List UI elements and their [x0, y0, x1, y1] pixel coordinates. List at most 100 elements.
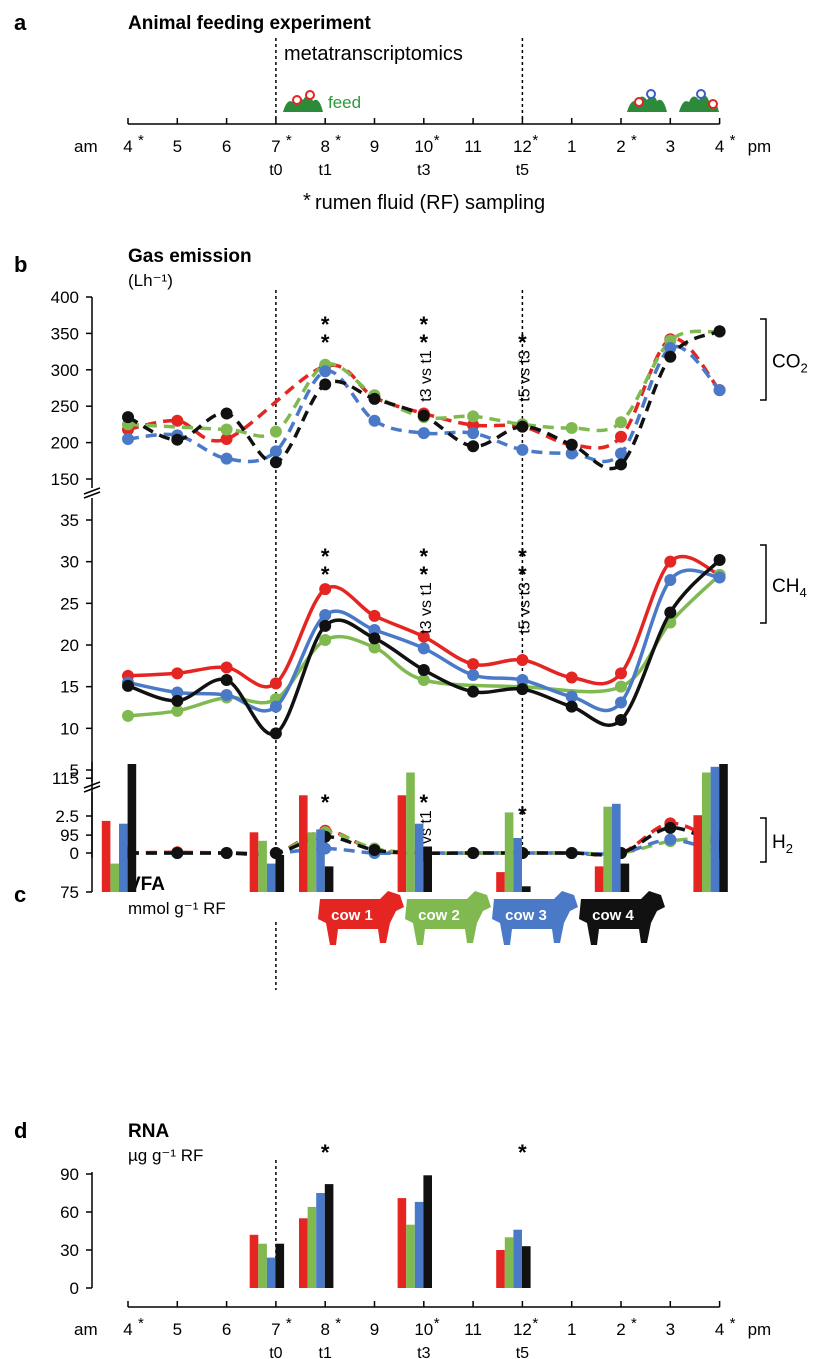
bar — [119, 823, 128, 892]
data-point — [122, 709, 134, 722]
significance-star: * — [321, 544, 330, 569]
data-point — [171, 694, 184, 707]
data-point — [220, 661, 233, 674]
data-point — [319, 365, 332, 378]
am-label: am — [74, 1320, 98, 1339]
data-point — [565, 438, 578, 451]
feed-label: feed — [328, 93, 361, 112]
y-tick-label: 15 — [60, 678, 79, 697]
data-point — [220, 847, 233, 859]
hour-tick-label: 4 — [715, 137, 724, 156]
bar — [504, 1237, 514, 1288]
vertical-guides — [275, 38, 524, 1280]
hour-tick-label: 4 — [123, 137, 132, 156]
timepoint-label: t1 — [319, 1345, 332, 1359]
data-point — [516, 654, 529, 666]
data-point — [417, 427, 430, 440]
cow-silhouette — [492, 891, 578, 945]
grass-tuft — [283, 95, 323, 112]
bar — [299, 1218, 308, 1288]
y-tick-label: 95 — [60, 826, 79, 845]
gas-bracket — [760, 817, 767, 863]
comparison-note: t5 vs t3 — [516, 582, 533, 634]
data-point — [368, 609, 381, 622]
y-tick-label: 115 — [52, 769, 79, 788]
cow-silhouette — [579, 891, 665, 945]
bar — [522, 1246, 531, 1288]
timepoint-label: t0 — [269, 162, 282, 179]
data-point — [417, 664, 430, 676]
bar — [127, 764, 137, 892]
cow-label: cow 3 — [505, 907, 547, 924]
sampling-star: * — [434, 1315, 440, 1332]
bar — [275, 1243, 285, 1288]
data-point — [269, 677, 282, 690]
data-point — [220, 423, 233, 436]
cow-silhouette — [405, 891, 491, 945]
sampling-star: * — [335, 132, 341, 149]
bar — [101, 820, 111, 892]
series-line — [127, 329, 720, 438]
data-point — [220, 432, 233, 445]
axis-break-mark — [83, 487, 101, 495]
hour-tick-label: 11 — [464, 137, 482, 156]
bar — [266, 1257, 276, 1288]
data-point — [467, 669, 480, 681]
bar — [397, 795, 407, 892]
gas-label: H2 — [772, 832, 793, 856]
gas-bracket — [760, 544, 767, 624]
bar — [710, 766, 720, 892]
hour-tick-label: 3 — [666, 137, 675, 156]
cow-label: cow 1 — [331, 907, 373, 924]
y-tick-label: 400 — [51, 288, 79, 307]
sampling-star: * — [434, 132, 440, 149]
data-point — [713, 325, 726, 338]
data-point — [664, 341, 677, 354]
y-tick-label: 300 — [51, 361, 79, 380]
sampling-star: * — [138, 132, 144, 149]
sampling-star: * — [631, 1315, 637, 1332]
cow-silhouette — [318, 891, 404, 945]
y-tick-label: 350 — [51, 324, 79, 343]
data-point — [319, 634, 332, 646]
data-point — [467, 847, 480, 859]
data-point — [615, 416, 627, 429]
y-tick-label: 75 — [60, 883, 79, 902]
data-point — [417, 642, 430, 655]
data-point — [269, 425, 282, 438]
flower — [305, 90, 315, 100]
panel-letter-a: a — [14, 10, 27, 35]
bar — [307, 832, 317, 892]
data-point — [171, 414, 184, 427]
hour-tick-label: 9 — [370, 1320, 379, 1339]
sampling-star: * — [286, 132, 292, 149]
y-tick-label: 25 — [60, 594, 79, 613]
data-point — [171, 847, 184, 859]
data-point — [516, 674, 529, 686]
data-point — [615, 667, 627, 680]
data-point — [615, 458, 627, 471]
data-point — [565, 700, 578, 713]
y-tick-label: 35 — [60, 511, 79, 530]
data-point — [368, 392, 381, 405]
data-point — [467, 658, 480, 671]
panel-d-title: RNA — [128, 1121, 169, 1142]
grass-tuft — [627, 95, 667, 112]
panel-b-unit: (Lh⁻¹) — [128, 271, 173, 290]
cow-legend-item: cow 1 — [318, 891, 404, 945]
y-tick-label: 90 — [60, 1165, 79, 1184]
bar — [324, 866, 334, 892]
panel-c-unit: mmol g⁻¹ RF — [128, 899, 226, 918]
hour-tick-label: 4 — [715, 1320, 724, 1339]
data-point — [269, 456, 282, 469]
hour-tick-label: 8 — [320, 1320, 329, 1339]
data-point — [516, 420, 529, 433]
bar — [414, 1201, 424, 1288]
data-point — [319, 619, 332, 632]
sampling-star: * — [532, 132, 538, 149]
bar — [258, 1243, 267, 1288]
hour-tick-label: 6 — [222, 137, 231, 156]
data-point — [467, 427, 480, 440]
bar — [299, 795, 308, 892]
